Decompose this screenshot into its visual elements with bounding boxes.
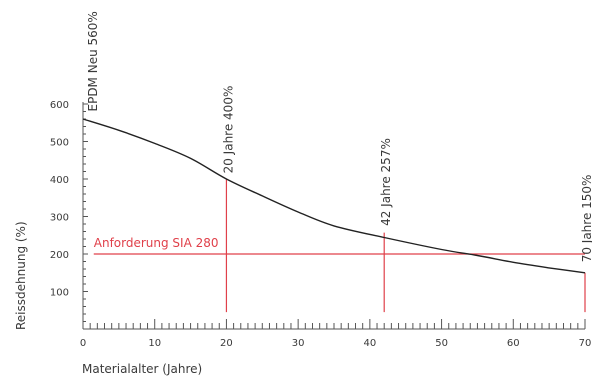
y-tick-label: 600: [50, 100, 69, 111]
highlights: Anforderung SIA 280: [93, 179, 586, 313]
axes: [82, 102, 585, 330]
y-tick-label: 300: [50, 213, 69, 224]
x-tick-label: 20: [220, 338, 233, 349]
ticks: 100 200 300 400 500 600 0 10 20 30 40 50 60 70: [50, 100, 591, 349]
y-axis-title: Reissdehnung (%): [14, 221, 28, 330]
x-tick-label: 30: [292, 338, 305, 349]
y-tick-label: 200: [50, 250, 69, 261]
x-tick-label: 0: [80, 338, 86, 349]
annotation-label: 70 Jahre 150%: [580, 175, 592, 263]
y-tick-label: 500: [50, 138, 69, 149]
curve-layer: [82, 118, 586, 274]
x-tick-label: 60: [507, 338, 520, 349]
degradation-curve: [82, 118, 586, 274]
labels: EPDM Neu 560% 20 Jahre 400% 42 Jahre 257% 7…: [86, 11, 592, 262]
y-tick-label: 100: [50, 288, 69, 299]
y-tick-label: 400: [50, 175, 69, 186]
x-tick-label: 50: [435, 338, 448, 349]
x-axis-title: Materialalter (Jahre): [82, 362, 202, 376]
x-tick-label: 40: [363, 338, 376, 349]
annotation-label: EPDM Neu 560%: [86, 11, 100, 111]
x-tick-label: 70: [579, 338, 592, 349]
requirement-label: Anforderung SIA 280: [94, 236, 219, 250]
annotation-label: 20 Jahre 400%: [221, 86, 235, 174]
x-tick-label: 10: [148, 338, 161, 349]
annotation-label: 42 Jahre 257%: [379, 138, 393, 226]
